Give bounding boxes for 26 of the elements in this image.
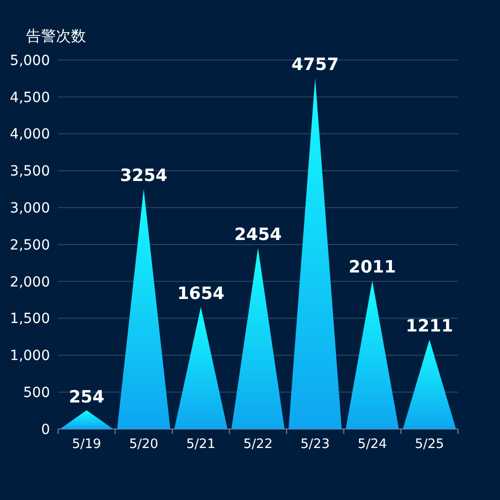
x-tick-label: 5/22: [243, 437, 273, 452]
y-tick-label: 4,500: [10, 90, 50, 106]
y-tick-label: 2,000: [10, 274, 50, 290]
x-tick-label: 5/20: [129, 437, 158, 452]
data-label: 2011: [348, 258, 396, 278]
y-tick-label: 1,500: [10, 311, 50, 328]
y-tick-label: 5,000: [10, 52, 50, 69]
y-tick-label: 4,000: [10, 126, 50, 143]
y-tick-label: 1,000: [10, 348, 50, 364]
x-tick-label: 5/25: [414, 437, 444, 452]
y-tick-label: 2,500: [10, 237, 50, 254]
y-tick-label: 0: [41, 422, 50, 438]
y-tick-label: 3,000: [10, 200, 50, 216]
data-label: 1654: [177, 284, 225, 304]
data-label: 3254: [120, 166, 168, 186]
data-label: 1211: [406, 316, 454, 337]
x-tick-label: 5/23: [300, 437, 330, 452]
data-label: 2454: [234, 224, 282, 245]
y-tick-label: 500: [23, 385, 50, 401]
y-axis-title: 告警次数: [26, 27, 86, 45]
data-label: 254: [68, 387, 104, 408]
y-tick-label: 3,500: [10, 164, 50, 180]
x-tick-label: 5/19: [72, 437, 102, 452]
x-tick-label: 5/21: [186, 437, 216, 452]
data-label: 4757: [291, 54, 339, 75]
x-tick-label: 5/24: [358, 437, 387, 452]
